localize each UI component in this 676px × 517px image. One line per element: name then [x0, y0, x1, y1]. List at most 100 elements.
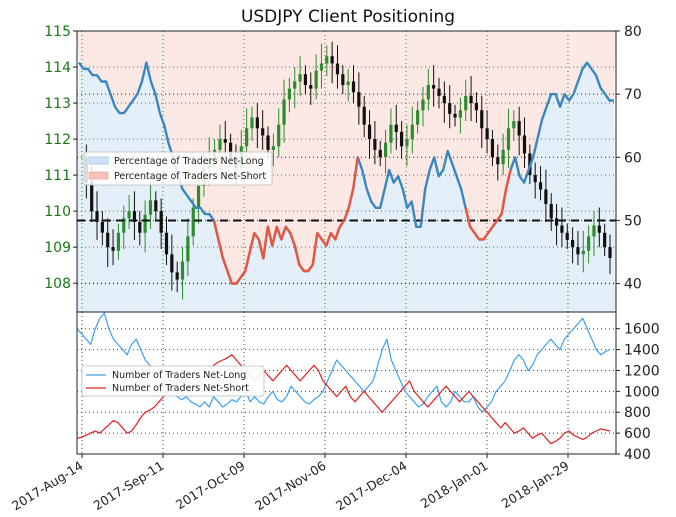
- candle-body: [432, 85, 436, 89]
- left-tick-label: 109: [44, 240, 71, 256]
- candle-body: [255, 117, 259, 129]
- candle-body: [164, 232, 169, 255]
- candle-body: [416, 110, 420, 125]
- left-tick-label: 113: [44, 96, 71, 112]
- candle-body: [298, 74, 302, 82]
- candle-body: [319, 63, 324, 71]
- candle-body: [100, 221, 104, 233]
- legend-label-count-long: Number of Traders Net-Long: [112, 370, 246, 381]
- right-tick-label: 70: [624, 87, 642, 103]
- candle-body: [554, 218, 559, 226]
- candle-body: [335, 63, 340, 75]
- candle-body: [538, 182, 543, 190]
- candle-body: [506, 128, 511, 150]
- candle-body: [132, 211, 137, 222]
- net-long-area: [77, 62, 616, 312]
- candle-body: [501, 149, 505, 165]
- price-positioning-panel: 108 109 110 111 112 113 114 115 40 50 60 70 80 Perc…: [44, 24, 642, 313]
- candle-body: [325, 56, 329, 64]
- count-net-long-line: [77, 312, 611, 413]
- candle-body: [464, 95, 468, 111]
- candle-body: [351, 81, 356, 93]
- candle-body: [271, 146, 275, 150]
- candle-body: [90, 182, 94, 212]
- candle-body: [581, 250, 585, 255]
- candle-body: [448, 103, 452, 114]
- candle-body: [314, 70, 318, 89]
- candle-body: [490, 139, 495, 158]
- candle-body: [303, 74, 308, 86]
- right-tick-label: 80: [624, 24, 642, 40]
- candle-body: [138, 221, 142, 233]
- candle-body: [522, 135, 527, 154]
- candle-body: [143, 214, 147, 233]
- candle-body: [223, 139, 227, 143]
- candle-body: [603, 232, 607, 248]
- chart-title: USDJPY Client Positioning: [241, 7, 455, 27]
- candle-body: [565, 232, 569, 240]
- candle-body: [512, 121, 516, 129]
- net-short-line-segment: [212, 157, 359, 285]
- bottom-right-tick-label: 1400: [624, 343, 660, 359]
- date-tick-label: 2017-Oct-09: [173, 458, 248, 512]
- bottom-right-tick-label: 1200: [624, 363, 660, 379]
- left-tick-label: 108: [44, 276, 71, 292]
- candle-body: [180, 261, 185, 280]
- date-tick-label: 2017-Dec-04: [333, 458, 410, 514]
- candle-body: [378, 149, 382, 158]
- right-tick-label: 60: [624, 150, 642, 166]
- candle-body: [458, 110, 462, 118]
- candle-body: [175, 272, 179, 280]
- candle-body: [405, 139, 409, 147]
- candle-body: [576, 247, 580, 255]
- candle-body: [544, 189, 548, 204]
- candle-body: [116, 232, 121, 251]
- candle-body: [480, 110, 484, 129]
- bottom-legend: Number of Traders Net-Long Number of Tra…: [81, 365, 265, 397]
- candle-body: [485, 128, 489, 140]
- candle-body: [250, 117, 254, 129]
- date-tick-label: 2018-Jan-29: [499, 458, 572, 511]
- bottom-right-tick-label: 1600: [624, 322, 660, 338]
- bottom-right-tick-label: 800: [624, 405, 651, 421]
- candle-body: [277, 124, 281, 147]
- candle-body: [229, 142, 233, 158]
- candle-body: [533, 175, 537, 183]
- net-short-line-segment: [464, 169, 512, 241]
- candle-body: [111, 247, 115, 251]
- bottom-plot-frame: [76, 311, 617, 455]
- candle-body: [266, 135, 270, 150]
- right-tick-label: 50: [624, 213, 642, 229]
- candle-body: [330, 56, 334, 64]
- candle-body: [159, 211, 163, 233]
- candle-body: [95, 211, 99, 222]
- candle-body: [400, 131, 404, 147]
- candle-body: [309, 85, 313, 89]
- candle-body: [186, 236, 190, 262]
- candle-body: [154, 200, 158, 212]
- date-tick-label: 2018-Jan-01: [418, 458, 491, 511]
- candle-body: [474, 103, 479, 111]
- legend-label-net-long: Percentage of Traders Net-Long: [114, 156, 264, 167]
- candle-body: [517, 121, 521, 136]
- candle-body: [496, 157, 500, 165]
- bottom-right-tick-label: 400: [624, 447, 651, 463]
- candle-body: [346, 81, 350, 86]
- left-tick-label: 115: [44, 24, 71, 40]
- candle-body: [410, 124, 414, 140]
- candle-body: [442, 95, 446, 104]
- candle-body: [587, 236, 591, 251]
- candle-body: [196, 185, 201, 208]
- candle-body: [608, 247, 612, 258]
- candle-body: [127, 211, 131, 219]
- candle-body: [362, 106, 366, 125]
- candle-body: [170, 254, 174, 273]
- candle-body: [357, 92, 361, 107]
- candle-body: [282, 99, 286, 125]
- candle-body: [122, 218, 126, 233]
- candle-body: [549, 203, 553, 219]
- candle-body: [469, 95, 473, 104]
- right-tick-label: 40: [624, 277, 642, 293]
- candle-body: [245, 128, 249, 147]
